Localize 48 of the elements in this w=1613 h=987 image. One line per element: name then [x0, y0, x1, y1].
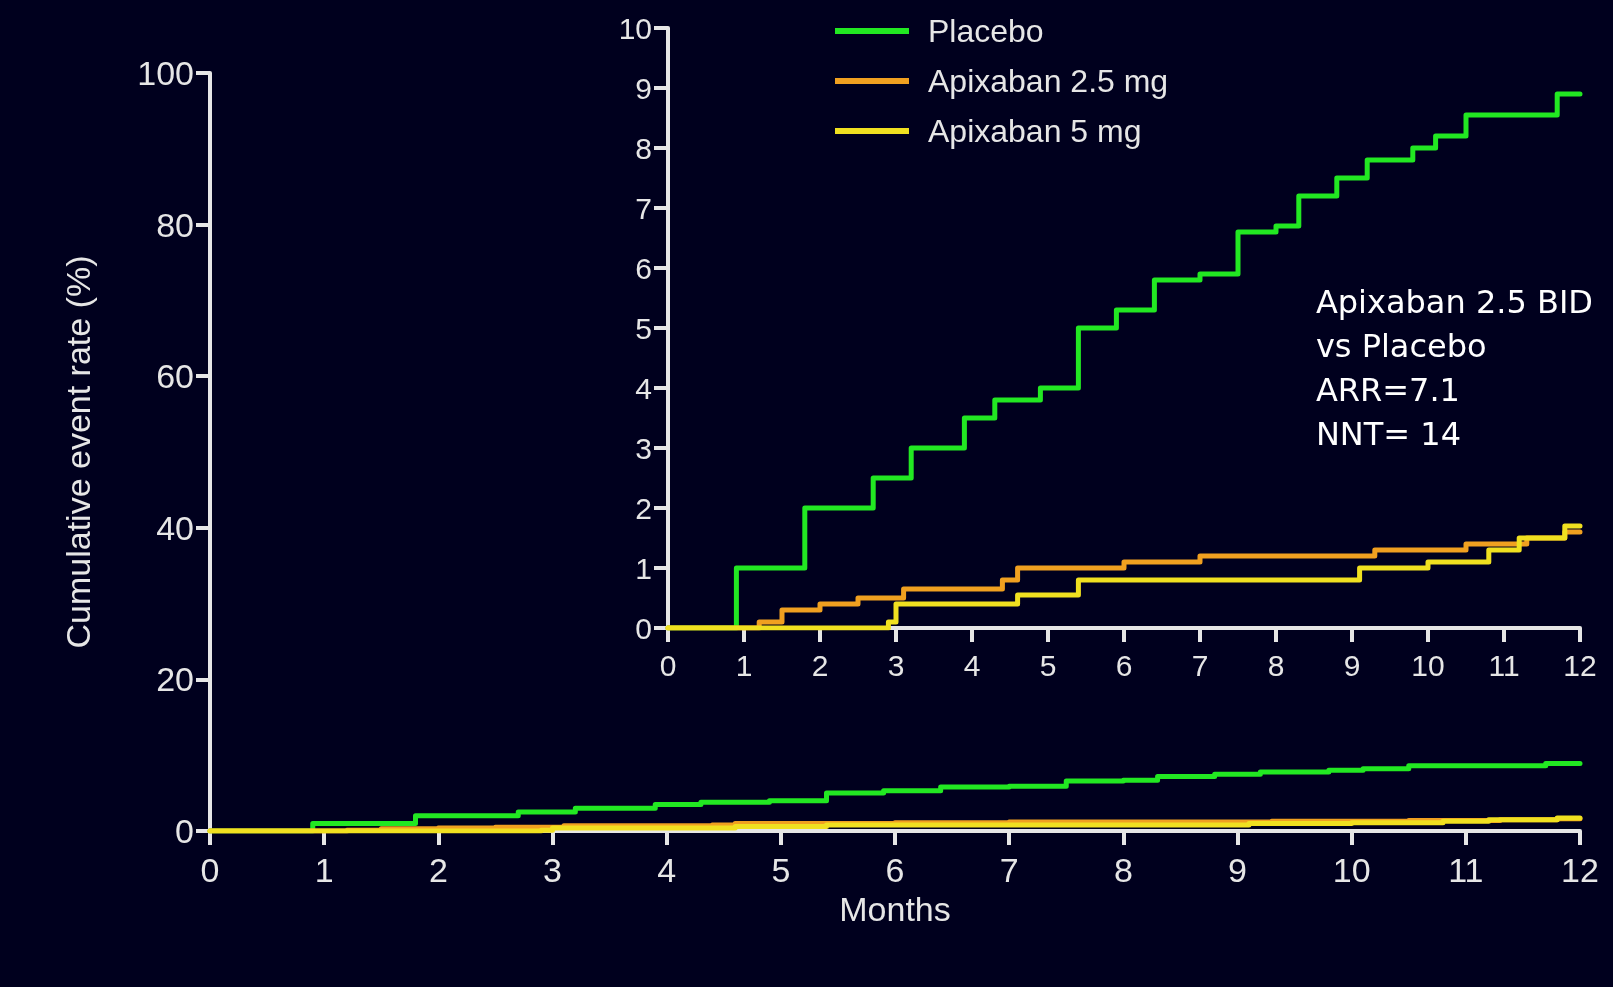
- x-tick-label: 10: [1332, 851, 1371, 889]
- y-tick-label: 60: [156, 357, 194, 396]
- y-tick-label: 4: [635, 371, 652, 405]
- x-tick-label: 6: [885, 851, 905, 889]
- x-tick-label: 12: [1563, 648, 1597, 682]
- x-tick-label: 8: [1113, 851, 1133, 889]
- y-tick-label: 100: [137, 54, 194, 92]
- legend-label: Apixaban 5 mg: [928, 113, 1142, 149]
- annotation: Apixaban 2.5 BID vs Placebo ARR=7.1 NNT= 14: [1315, 283, 1593, 453]
- x-tick-label: 9: [1228, 851, 1247, 889]
- x-tick-label: 8: [1267, 648, 1285, 682]
- y-tick-label: 20: [156, 660, 194, 699]
- y-tick-label: 6: [635, 251, 652, 285]
- x-tick-label: 5: [771, 851, 791, 889]
- x-tick-label: 3: [543, 851, 562, 889]
- y-tick-label: 10: [618, 11, 652, 45]
- x-tick-label: 2: [428, 851, 448, 889]
- x-tick-label: 12: [1561, 851, 1599, 889]
- y-axis-title: Cumulative event rate (%): [59, 255, 97, 649]
- x-tick-label: 3: [887, 648, 905, 682]
- y-tick-label: 9: [635, 71, 652, 105]
- x-tick-label: 0: [659, 648, 677, 682]
- x-tick-label: 7: [999, 851, 1019, 889]
- y-tick-label: 1: [635, 551, 652, 585]
- legend-label: Apixaban 2.5 mg: [928, 63, 1169, 99]
- x-tick-label: 11: [1448, 851, 1484, 889]
- y-tick-label: 5: [635, 311, 652, 345]
- x-tick-label: 9: [1343, 648, 1361, 682]
- x-tick-label: 10: [1411, 648, 1445, 682]
- y-tick-label: 2: [635, 491, 652, 525]
- x-tick-label: 5: [1039, 648, 1057, 682]
- x-tick-label: 0: [200, 851, 220, 889]
- x-tick-label: 11: [1488, 648, 1520, 682]
- x-tick-label: 7: [1191, 648, 1209, 682]
- x-tick-label: 4: [963, 648, 981, 682]
- x-tick-label: 6: [1115, 648, 1133, 682]
- y-tick-label: 40: [156, 508, 194, 547]
- y-tick-label: 3: [635, 431, 652, 465]
- x-tick-label: 1: [314, 851, 334, 889]
- y-tick-label: 0: [635, 611, 652, 645]
- y-tick-label: 7: [635, 191, 652, 225]
- legend-label: Placebo: [928, 13, 1044, 49]
- y-tick-label: 0: [175, 812, 194, 850]
- x-tick-label: 1: [735, 648, 753, 682]
- y-tick-label: 8: [635, 131, 652, 165]
- x-tick-label: 2: [811, 648, 829, 682]
- y-tick-label: 80: [156, 205, 194, 244]
- x-axis-title: Months: [839, 889, 951, 928]
